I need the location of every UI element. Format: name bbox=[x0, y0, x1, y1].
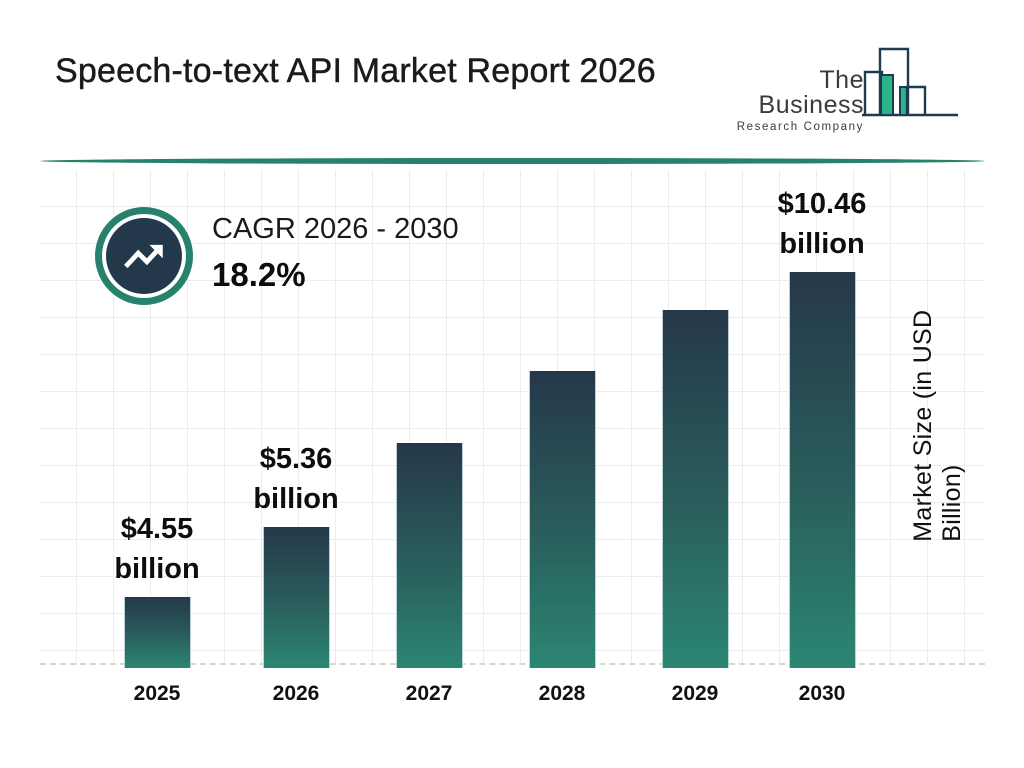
bar-2025 bbox=[124, 597, 191, 668]
cagr-badge-circle bbox=[106, 218, 182, 294]
bar-value-label-2030: $10.46 billion bbox=[777, 188, 867, 260]
x-axis-baseline bbox=[40, 663, 985, 665]
bar-2030 bbox=[789, 272, 856, 668]
trending-up-icon bbox=[124, 244, 163, 269]
bar-2026 bbox=[263, 527, 330, 668]
year-label-2028: 2028 bbox=[538, 682, 586, 705]
bar-2027 bbox=[396, 443, 463, 668]
year-label-2027: 2027 bbox=[405, 682, 453, 705]
page-title: Speech-to-text API Market Report 2026 bbox=[55, 52, 656, 90]
cagr-badge bbox=[95, 207, 193, 305]
cagr-value: 18.2% bbox=[212, 255, 306, 293]
y-axis-label: Market Size (in USD Billion) bbox=[909, 309, 966, 542]
bar-2029 bbox=[662, 310, 729, 668]
year-label-2029: 2029 bbox=[671, 682, 719, 705]
year-label-2025: 2025 bbox=[133, 682, 181, 705]
bar-chart-logo-icon bbox=[862, 47, 958, 117]
cagr-badge-ring bbox=[102, 214, 186, 298]
brand-tagline: Research Company bbox=[736, 121, 864, 133]
year-label-2026: 2026 bbox=[272, 682, 320, 705]
brand-logo: The Business Research Company bbox=[726, 40, 966, 133]
year-label-2030: 2030 bbox=[798, 682, 846, 705]
bar-value-label-2026: $5.36 billion bbox=[253, 443, 339, 515]
chart-area: CAGR 2026 - 2030 18.2% $4.55 billion $5.3… bbox=[40, 170, 985, 668]
header-divider bbox=[40, 158, 985, 164]
cagr-label: CAGR 2026 - 2030 bbox=[212, 213, 459, 245]
bar-2028 bbox=[529, 371, 596, 668]
bar-value-label-2025: $4.55 billion bbox=[114, 513, 200, 585]
brand-name: The Business bbox=[758, 66, 864, 119]
